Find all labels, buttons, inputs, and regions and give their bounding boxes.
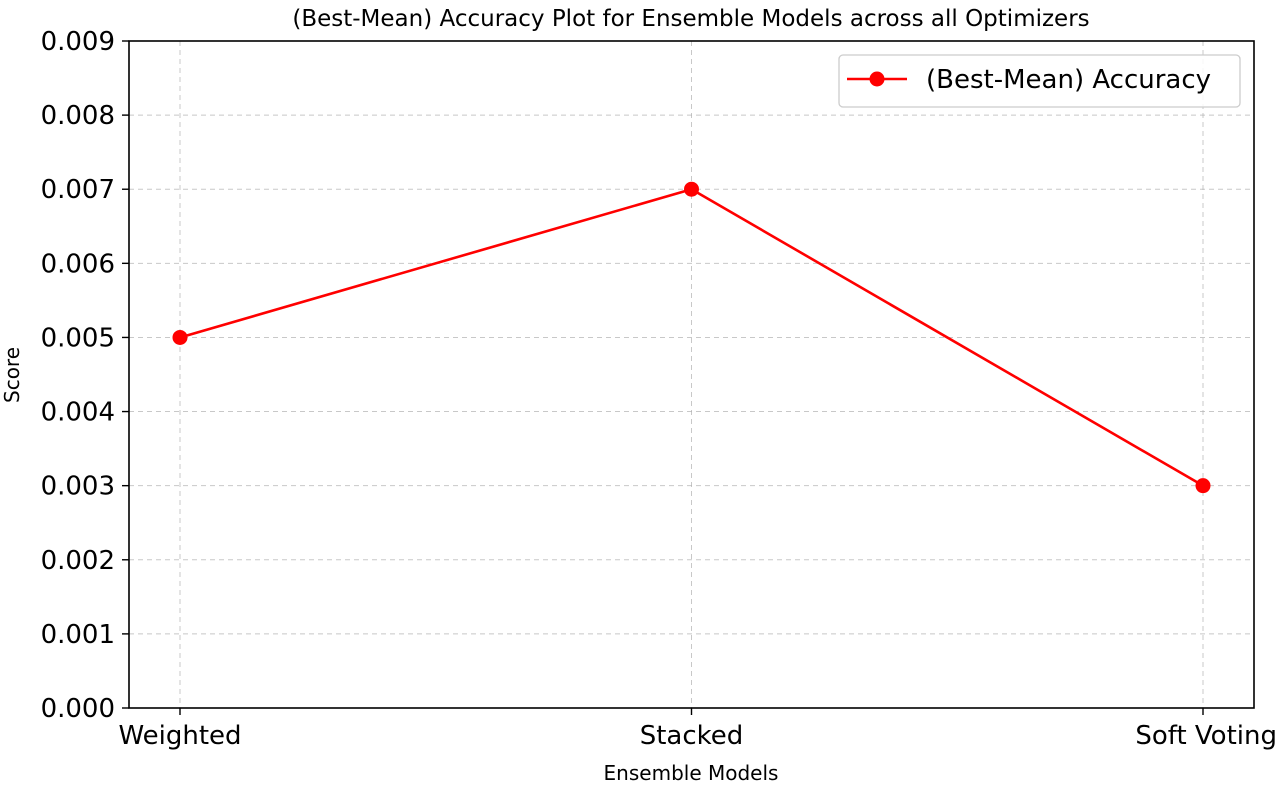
x-axis-label: Ensemble Models [604, 761, 779, 785]
x-axis-ticks: Weighted Stacked Soft Voting [118, 708, 1277, 751]
legend-label: (Best-Mean) Accuracy [926, 65, 1211, 95]
y-tick-label: 0.002 [41, 546, 115, 576]
y-axis-label: Score [0, 347, 24, 403]
y-tick-label: 0.006 [41, 249, 115, 279]
x-tick-label: Soft Voting [1135, 721, 1277, 751]
x-tick-label: Weighted [118, 721, 241, 751]
y-tick-label: 0.009 [41, 27, 115, 57]
y-tick-label: 0.008 [41, 101, 115, 131]
y-tick-label: 0.004 [41, 398, 115, 428]
y-tick-label: 0.005 [41, 323, 115, 353]
data-point [684, 181, 699, 197]
y-axis-ticks: 0.000 0.001 0.002 0.003 0.004 0.005 0.006 0.007… [41, 27, 129, 724]
legend: (Best-Mean) Accuracy [838, 54, 1241, 108]
x-tick-label: Stacked [640, 721, 744, 751]
y-tick-label: 0.007 [41, 175, 115, 205]
data-point [1195, 478, 1211, 494]
series-layer [172, 181, 1211, 494]
y-tick-label: 0.000 [41, 694, 115, 724]
y-tick-label: 0.001 [41, 620, 115, 650]
legend-marker-swatch [869, 71, 885, 87]
legend-box [838, 54, 1241, 108]
data-point [172, 329, 188, 345]
grid-lines [129, 40, 1254, 709]
chart-title: (Best-Mean) Accuracy Plot for Ensemble M… [292, 6, 1089, 32]
y-tick-label: 0.003 [41, 472, 115, 502]
